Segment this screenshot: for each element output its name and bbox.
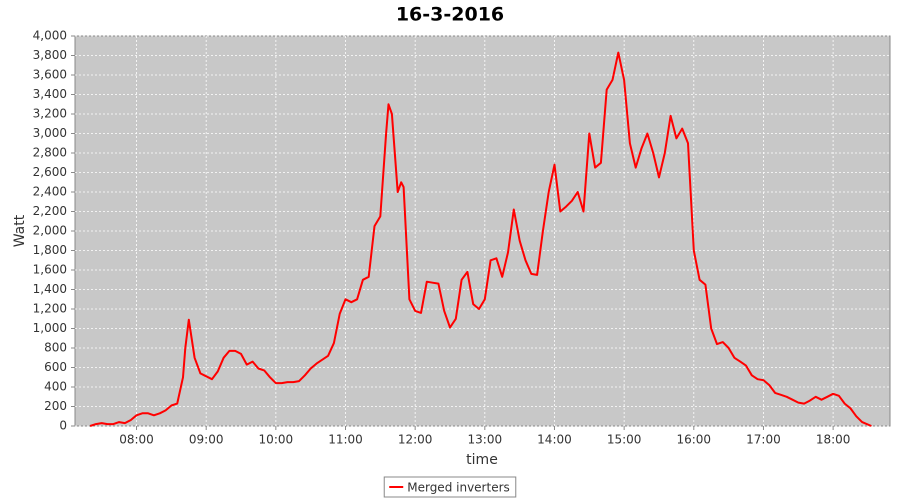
x-tick-label: 11:00 [328,433,363,447]
data-line [89,51,872,427]
y-tick-label: 600 [44,360,67,374]
y-tick-label: 1,800 [33,243,67,257]
x-tick-label: 09:00 [189,433,224,447]
x-tick-label: 18:00 [816,433,851,447]
legend-box [383,476,517,498]
x-axis-label: time [466,452,498,468]
x-tick-label: 13:00 [468,433,503,447]
x-tick-label: 12:00 [398,433,433,447]
y-tick-label: 3,400 [33,87,67,101]
x-tick-label: 16:00 [676,433,711,447]
chart-title: 16-3-2016 [396,4,504,26]
y-tick-label: 0 [59,419,67,433]
legend-label: Merged inverters [407,481,510,495]
y-tick-label: 1,400 [33,282,67,296]
y-tick-label: 1,000 [33,321,67,335]
y-axis-label: Watt [12,214,28,247]
y-tick-label: 2,800 [33,146,67,160]
plot-area [74,35,891,427]
y-tick-label: 3,800 [33,48,67,62]
x-tick-label: 08:00 [119,433,154,447]
y-tick-label: 4,000 [33,29,67,43]
y-tick-label: 2,000 [33,224,67,238]
legend: Merged inverters [383,476,517,498]
y-tick-label: 800 [44,341,67,355]
y-tick-label: 3,200 [33,107,67,121]
y-tick-label: 1,600 [33,263,67,277]
x-tick-label: 14:00 [537,433,572,447]
y-tick-label: 2,400 [33,185,67,199]
y-tick-label: 2,600 [33,165,67,179]
x-tick-label: 10:00 [259,433,294,447]
y-tick-label: 3,600 [33,68,67,82]
x-tick-label: 17:00 [746,433,781,447]
y-tick-label: 3,000 [33,126,67,140]
y-tick-label: 400 [44,380,67,394]
y-tick-label: 2,200 [33,204,67,218]
y-tick-label: 200 [44,399,67,413]
x-tick-label: 15:00 [607,433,642,447]
y-tick-label: 1,200 [33,302,67,316]
